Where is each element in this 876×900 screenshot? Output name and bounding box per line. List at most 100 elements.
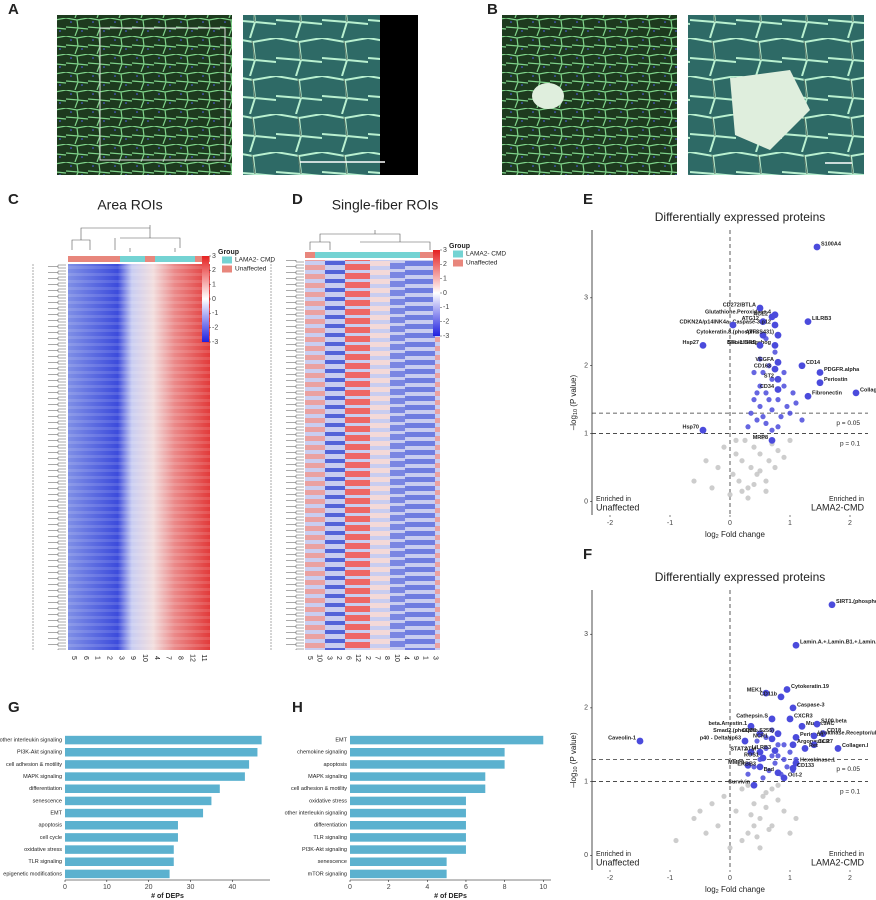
colorbar-label: -1 [443, 304, 449, 311]
labeled-point [792, 759, 800, 767]
labeled-point [804, 318, 812, 326]
point-label: CD18 [827, 728, 841, 734]
y-tick-label: 3 [584, 295, 588, 302]
labeled-point [756, 730, 764, 738]
column-label: 4 [153, 656, 160, 660]
panel-label: C [8, 191, 19, 208]
legend-label: Unaffected [235, 266, 267, 273]
x-tick-label: 0 [728, 875, 732, 882]
point [763, 478, 769, 484]
point [742, 437, 748, 443]
micrograph [502, 15, 677, 175]
point [745, 495, 751, 501]
panel-label: B [487, 1, 498, 18]
highlighted-fiber [532, 83, 564, 109]
point-label: Caspase-3.p12 [732, 319, 771, 325]
point [733, 437, 739, 443]
x-tick-label: -2 [607, 520, 613, 527]
point [766, 767, 772, 774]
point [769, 786, 775, 792]
column-label: 10 [393, 654, 400, 662]
bar [350, 760, 505, 769]
category-label: oxidative stress [24, 847, 62, 853]
category-label: EMT [50, 811, 62, 817]
labeled-point [699, 426, 707, 434]
group-bar [120, 256, 145, 262]
labeled-point [780, 774, 788, 782]
point [769, 427, 775, 433]
point [751, 444, 757, 450]
point [772, 464, 778, 471]
x-tick-label: 8 [503, 884, 507, 891]
point-label: PDGFR.alpha [824, 367, 860, 373]
point [781, 369, 787, 376]
point [745, 485, 751, 491]
column-label: 6 [82, 656, 89, 660]
bar [65, 735, 262, 745]
labeled-point [759, 318, 767, 326]
point-label: Caspase-3 [797, 702, 825, 708]
labeled-point [771, 321, 779, 329]
bar [350, 735, 544, 745]
heatmap-c [32, 225, 210, 650]
y-tick-label: 2 [584, 705, 588, 712]
threshold-label: p = 0.05 [836, 420, 860, 427]
labeled-point [810, 741, 818, 749]
point [775, 424, 781, 430]
column-label: 2 [335, 656, 342, 660]
column-label: 7 [373, 656, 380, 660]
point-label: ATF3 [746, 330, 759, 336]
point [757, 468, 763, 474]
bar [65, 772, 245, 781]
inset-box [99, 27, 226, 161]
column-label: 9 [129, 656, 136, 660]
y-tick-label: 3 [584, 631, 588, 638]
point-label: Cathepsin.S [736, 713, 768, 719]
point [766, 397, 772, 403]
point [751, 397, 757, 403]
labeled-point [804, 392, 812, 400]
threshold-label: p = 0.1 [840, 440, 860, 447]
point [775, 782, 781, 788]
x-tick-label: 2 [848, 875, 852, 882]
point [739, 488, 745, 494]
enriched-note: Enriched in [596, 496, 631, 503]
point-label: STAT2 [730, 747, 747, 753]
x-tick-label: -1 [667, 520, 673, 527]
point [787, 410, 793, 416]
bar [65, 833, 178, 842]
point [757, 383, 763, 389]
point [727, 845, 733, 851]
legend-label: LAMA2- CMD [235, 257, 275, 264]
labeled-point [801, 745, 809, 752]
text-part: –log [569, 415, 578, 430]
point [754, 471, 760, 477]
labeled-point [810, 732, 818, 740]
point [763, 745, 769, 752]
point [763, 488, 769, 494]
point [781, 383, 787, 389]
column-label: 8 [383, 656, 390, 660]
labeled-point [774, 386, 782, 393]
column-label: 1 [422, 656, 429, 660]
group-bar [68, 256, 143, 262]
bar [65, 869, 170, 879]
point [751, 801, 757, 807]
point-label: CD11b [760, 691, 778, 697]
labeled-point [744, 761, 752, 769]
point [763, 804, 769, 810]
y-tick-label: 0 [584, 498, 588, 505]
point [691, 478, 697, 484]
column-label: 9 [412, 656, 419, 660]
x-axis-title: log2 Fold change [705, 530, 766, 540]
point-label: Smad2.(phospho.S255) [713, 728, 774, 734]
point-label: NCR1 [753, 733, 768, 739]
x-tick-label: 1 [788, 875, 792, 882]
point-label: CXCR3 [794, 713, 813, 719]
colorbar-label: 1 [212, 282, 216, 289]
column-label: 1 [94, 656, 101, 660]
legend-title: Group [449, 243, 470, 250]
panel-label: H [292, 699, 303, 716]
bar [350, 857, 447, 867]
